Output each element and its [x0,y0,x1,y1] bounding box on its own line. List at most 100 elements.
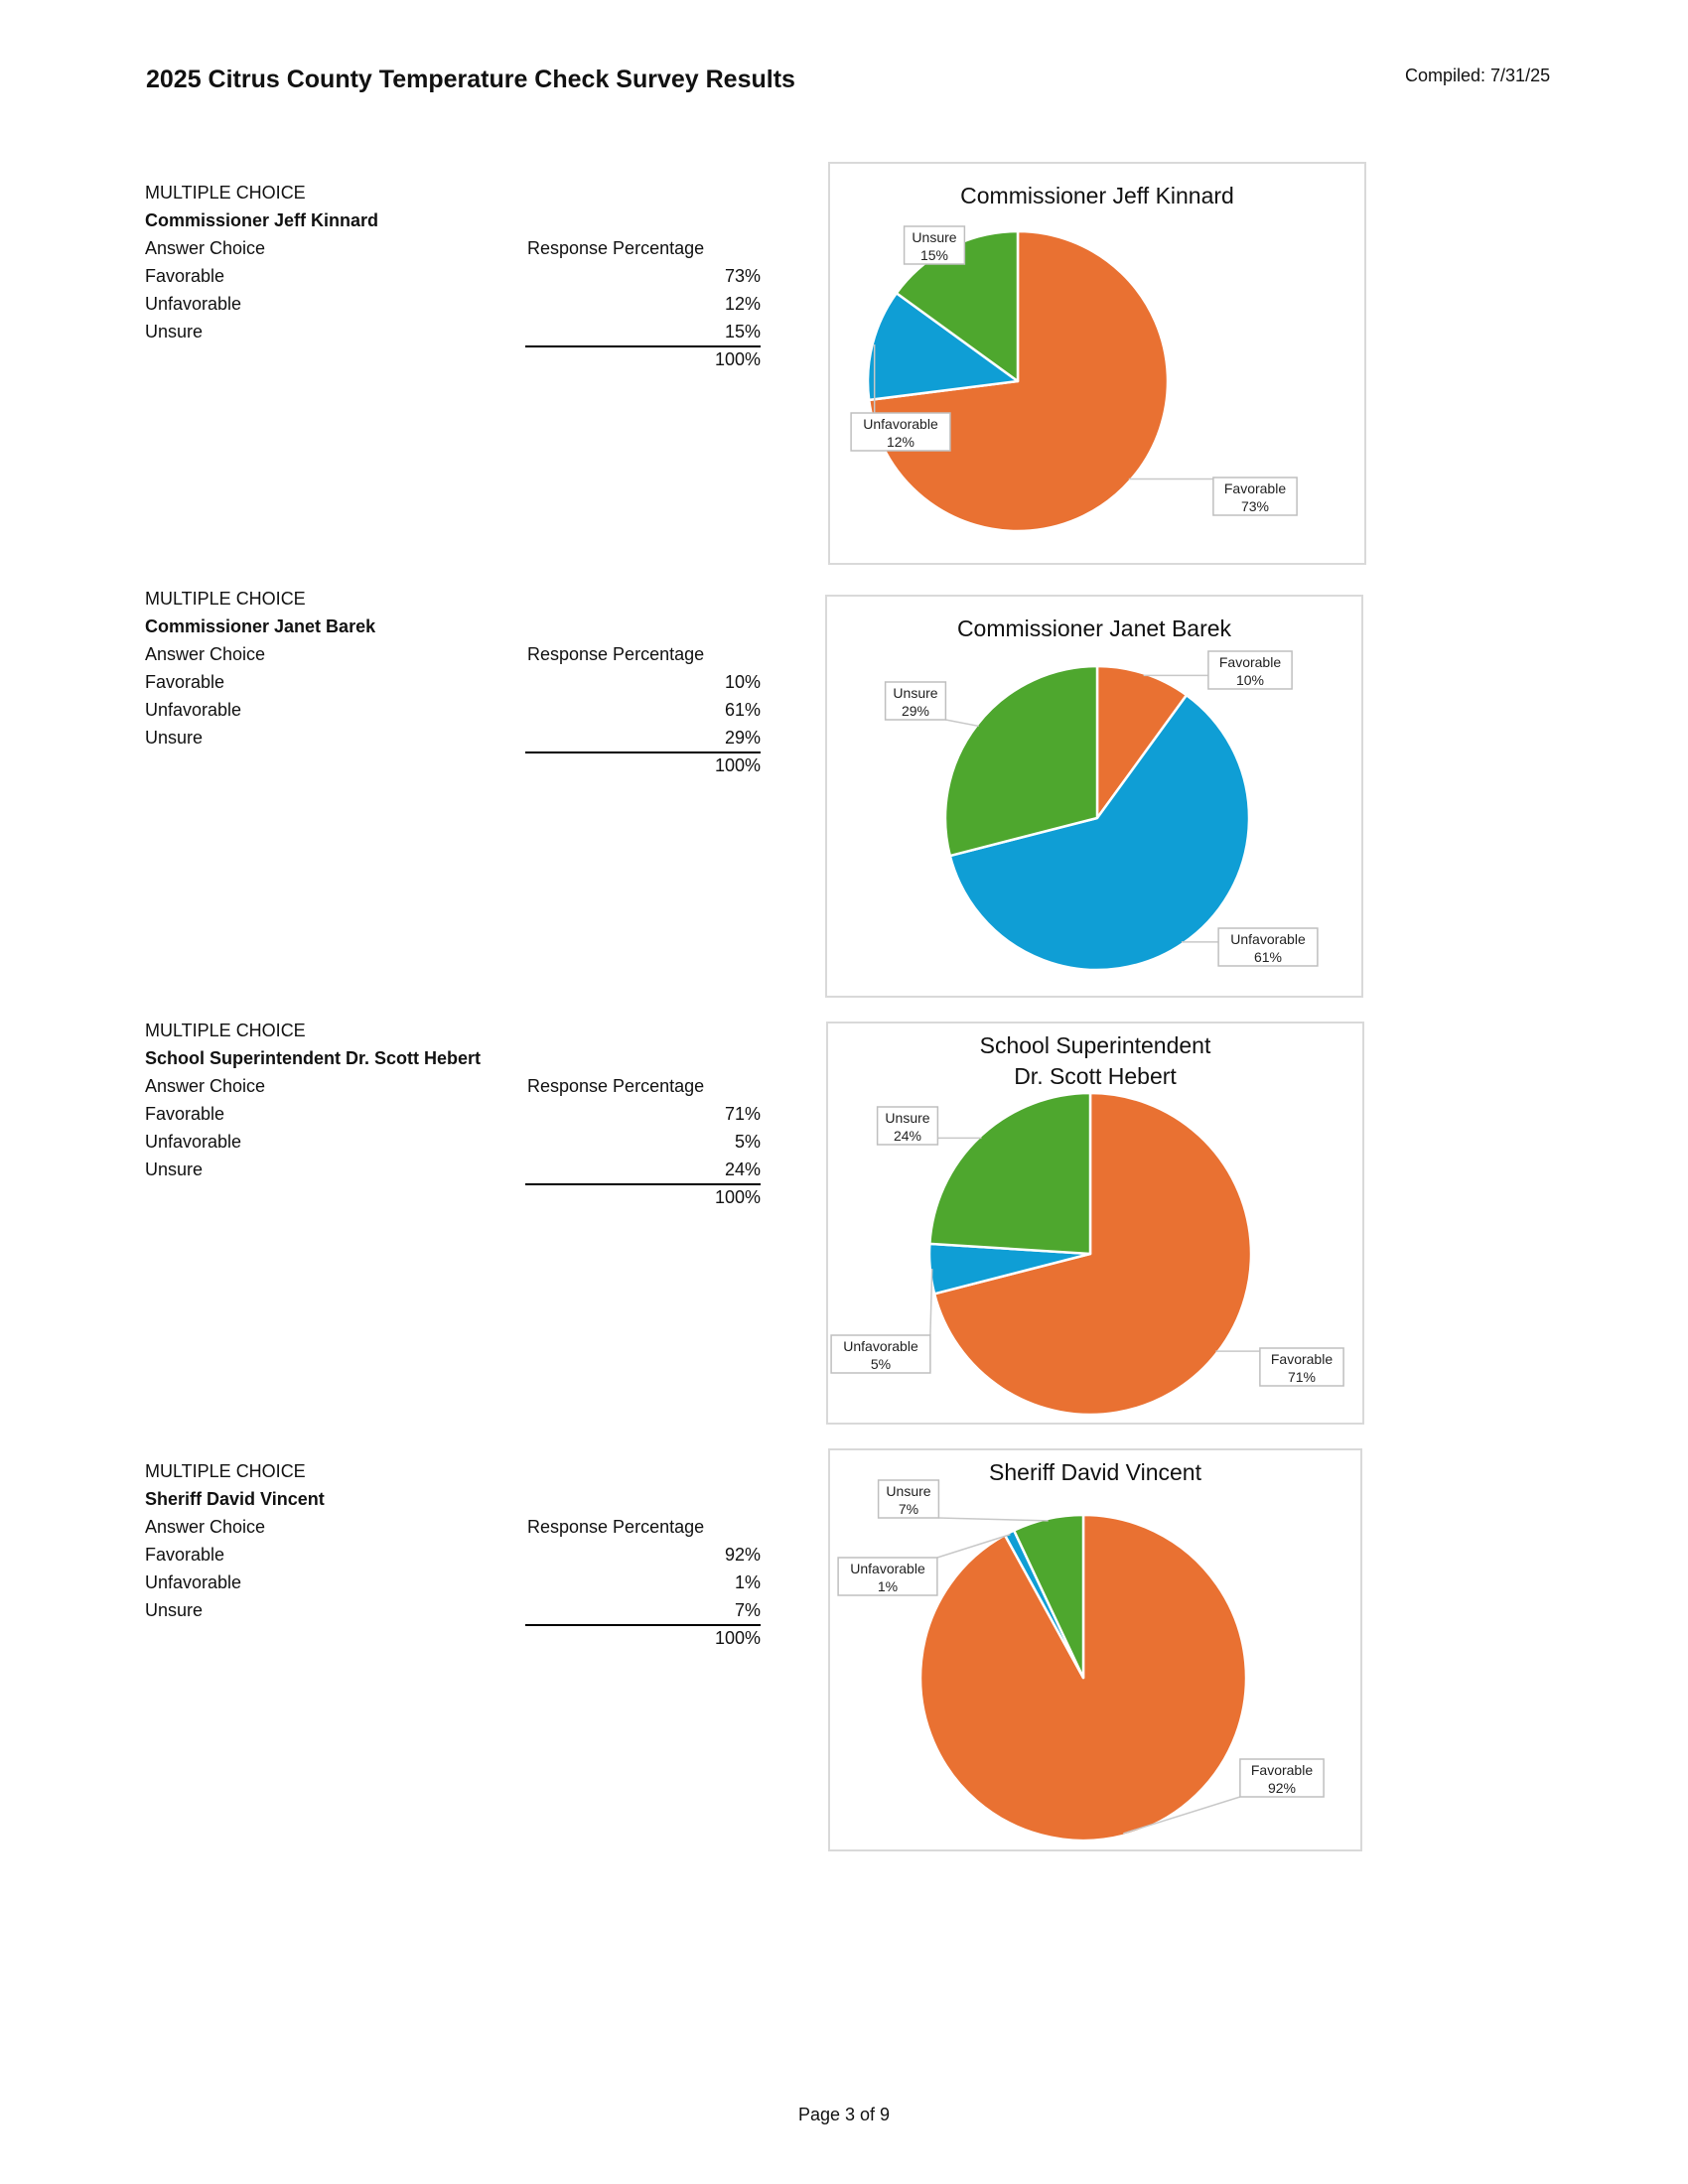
data-label-value: 5% [871,1356,891,1372]
question-type: MULTIPLE CHOICE [145,589,306,609]
answer-label: Unfavorable [145,1572,242,1592]
data-label-category: Favorable [1271,1351,1333,1367]
total-value: 100% [714,349,761,369]
chart-title: Commissioner Janet Barek [957,615,1232,641]
table-row: Unsure 29% [145,724,761,753]
data-label-box [903,225,966,265]
page-number: Page 3 of 9 [797,2105,891,2124]
data-label-box [1217,927,1319,967]
data-label-category: Unsure [885,1110,929,1126]
results-table-hebert: MULTIPLE CHOICE School Superintendent Dr… [145,1017,761,1211]
table-row: Unfavorable 61% [145,696,761,724]
answer-value: 7% [525,1596,761,1626]
data-label-category: Favorable [1224,480,1286,496]
pie-slice-unfavorable [948,693,1251,972]
answer-value: 92% [724,1545,761,1565]
question-title: School Superintendent Dr. Scott Hebert [145,1048,482,1068]
data-label-favorable: Favorable 10% [1207,650,1293,690]
answer-label: Unsure [145,1600,204,1620]
data-label-favorable: Favorable 73% [1212,477,1298,516]
total-value: 100% [714,1628,761,1648]
data-label-box [877,1479,940,1519]
leader-line [929,1269,933,1336]
question-title: Commissioner Janet Barek [145,616,376,636]
data-label-box [830,1334,931,1374]
data-label-box [1207,650,1293,690]
data-label-value: 73% [1241,498,1269,514]
pie-slice-unfavorable [866,291,1020,402]
table-row: Favorable 10% [145,668,761,696]
results-table-vincent: MULTIPLE CHOICE Sheriff David Vincent An… [145,1457,761,1652]
answer-value: 73% [724,266,761,286]
total-value: 100% [714,755,761,775]
data-label-box [850,412,951,452]
answer-value: 10% [724,672,761,692]
page-title: 2025 Citrus County Temperature Check Sur… [146,66,795,93]
compiled-date: Compiled: 7/31/25 [1405,66,1551,85]
answer-value: 12% [724,294,761,314]
table-row: Favorable 92% [145,1541,761,1569]
data-label-box [1212,477,1298,516]
data-label-box [876,1106,939,1146]
data-label-value: 1% [878,1578,898,1594]
answer-value: 1% [734,1572,761,1592]
data-label-unsure: Unsure 24% [876,1106,939,1146]
table-row: Favorable 73% [145,262,761,290]
data-label-category: Unfavorable [863,416,938,432]
chart-title: School Superintendent [980,1032,1211,1058]
total-value: 100% [714,1187,761,1207]
answer-label: Favorable [145,1545,225,1565]
data-label-value: 92% [1268,1780,1296,1796]
data-label-value: 15% [920,247,948,263]
data-label-category: Favorable [1251,1762,1313,1778]
pie-slice-unsure [928,1091,1092,1256]
pie-slice-unsure [943,664,1099,858]
data-label-category: Unsure [893,685,937,701]
answer-value: 61% [724,700,761,720]
answer-label: Unfavorable [145,700,242,720]
column-header-answer: Answer Choice [145,1517,266,1537]
data-label-box [1259,1347,1344,1387]
data-label-category: Unsure [912,229,956,245]
pie-chart-svg: Commissioner Janet Barek Favorable 10% Unfa… [884,615,1319,972]
data-label-category: Unfavorable [850,1561,925,1576]
data-label-favorable: Favorable 92% [1239,1758,1325,1798]
answer-label: Unfavorable [145,294,242,314]
pie-chart-vincent: Sheriff David Vincent Favorable 92% Unfavor… [828,1448,1362,1851]
data-label-unfavorable: Unfavorable 61% [1217,927,1319,967]
data-label-category: Unfavorable [1230,931,1306,947]
answer-value: 5% [734,1132,761,1152]
leader-line [1123,1796,1241,1835]
answer-label: Unsure [145,728,204,748]
column-header-response: Response Percentage [527,1076,705,1096]
column-header-answer: Answer Choice [145,1076,266,1096]
data-label-unfavorable: Unfavorable 12% [850,412,951,452]
data-label-unsure: Unsure 29% [884,681,947,721]
answer-value: 29% [525,724,761,753]
chart-title: Commissioner Jeff Kinnard [960,183,1234,208]
table-row: Unfavorable 12% [145,290,761,318]
question-title: Sheriff David Vincent [145,1489,325,1509]
data-label-value: 24% [894,1128,921,1144]
data-label-category: Unfavorable [843,1338,918,1354]
question-title: Commissioner Jeff Kinnard [145,210,379,230]
pie-slice-unsure [1012,1513,1085,1680]
answer-label: Unsure [145,322,204,341]
table-row: Unfavorable 5% [145,1128,761,1156]
data-label-value: 71% [1288,1369,1316,1385]
pie-chart-svg: Sheriff David Vincent Favorable 92% Unfavor… [837,1459,1325,1843]
results-table-kinnard: MULTIPLE CHOICE Commissioner Jeff Kinnar… [145,179,761,373]
column-header-response: Response Percentage [527,1517,705,1537]
table-row: Unsure 7% [145,1596,761,1626]
column-header-answer: Answer Choice [145,644,266,664]
pie-chart-kinnard: Commissioner Jeff Kinnard Favorable 73% Unf… [828,162,1366,565]
answer-value: 24% [525,1156,761,1185]
data-label-value: 29% [902,703,929,719]
question-type: MULTIPLE CHOICE [145,1461,306,1481]
pie-slice-favorable [932,1091,1253,1417]
answer-label: Favorable [145,672,225,692]
table-row: Unsure 24% [145,1156,761,1185]
table-row: Favorable 71% [145,1100,761,1128]
data-label-box [1239,1758,1325,1798]
column-header-response: Response Percentage [527,238,705,258]
